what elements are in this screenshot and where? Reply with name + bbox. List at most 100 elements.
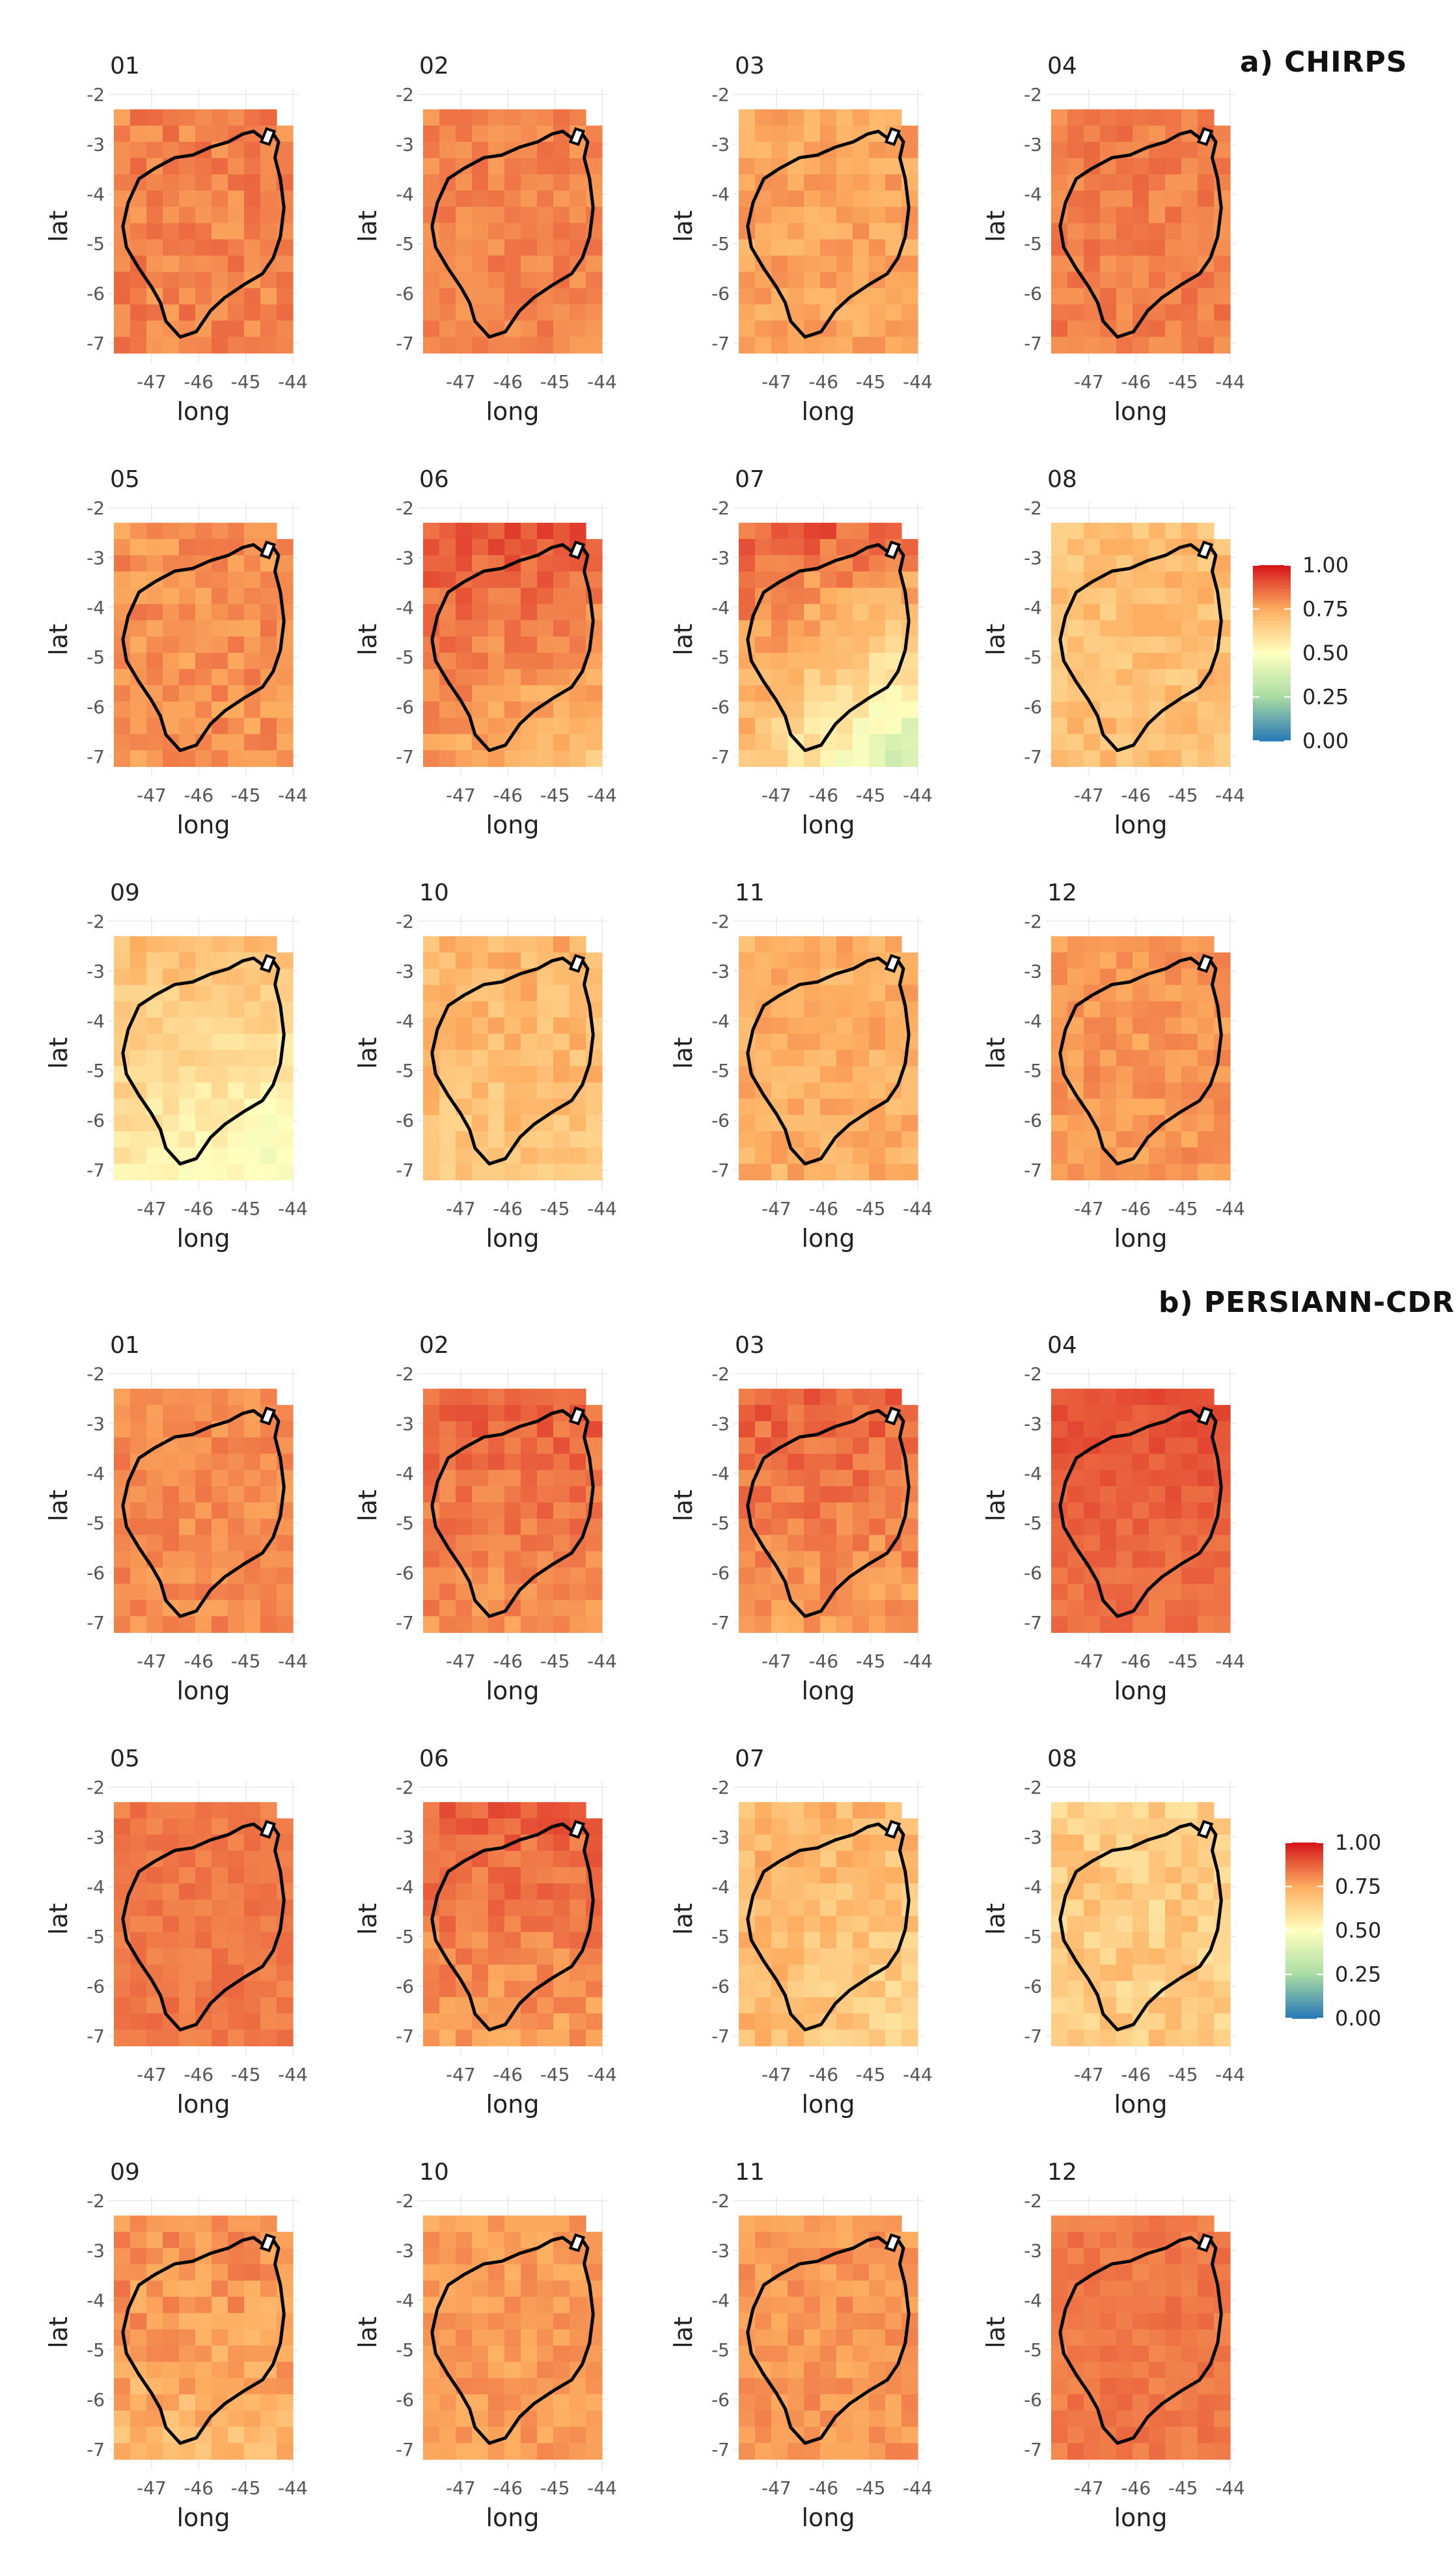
heat-cell bbox=[869, 2029, 886, 2046]
y-tick-label: -4 bbox=[87, 1010, 105, 1032]
heat-cell bbox=[472, 1115, 489, 1132]
heat-cell bbox=[739, 1082, 756, 1100]
heat-cell bbox=[488, 2394, 505, 2412]
heat-cell bbox=[755, 2231, 772, 2249]
heat-cell bbox=[853, 1163, 870, 1180]
heat-cell bbox=[739, 1437, 756, 1454]
heat-cell bbox=[537, 304, 554, 322]
heat-cell bbox=[820, 2361, 837, 2379]
heat-cell bbox=[788, 1567, 804, 1585]
heat-cell bbox=[820, 1850, 837, 1868]
heat-cell bbox=[130, 206, 147, 224]
colorbar-band bbox=[1253, 732, 1291, 736]
heat-cell bbox=[1116, 1017, 1133, 1035]
heat-cell bbox=[1214, 952, 1231, 969]
heat-cell bbox=[456, 750, 473, 767]
heat-cell bbox=[1181, 1453, 1198, 1471]
y-tick-label: -5 bbox=[711, 1926, 730, 1947]
heat-cell bbox=[1181, 2410, 1198, 2428]
heat-cell bbox=[771, 1883, 788, 1900]
y-tick-label: -3 bbox=[1024, 1826, 1042, 1848]
x-tick-label: -47 bbox=[1074, 2064, 1104, 2085]
heat-cell bbox=[771, 1050, 788, 1067]
y-tick-label: -7 bbox=[396, 2439, 414, 2460]
heat-cell bbox=[771, 255, 788, 273]
heat-cell bbox=[739, 158, 756, 175]
colorbar-band bbox=[1253, 656, 1291, 660]
heat-cell bbox=[1100, 2345, 1117, 2363]
heat-cell bbox=[788, 1518, 804, 1536]
estuary-mark bbox=[568, 1820, 586, 1839]
colorbar-band bbox=[1253, 650, 1291, 654]
heat-cell bbox=[1198, 2443, 1215, 2460]
heat-cell bbox=[1133, 936, 1149, 953]
estuary-mark bbox=[259, 1406, 277, 1426]
heat-cell bbox=[114, 1600, 131, 1617]
colorbar-band bbox=[1285, 1980, 1323, 1984]
heat-cell bbox=[853, 984, 870, 1002]
heat-cell bbox=[195, 750, 212, 767]
heat-cell bbox=[195, 1567, 212, 1585]
heat-cell bbox=[244, 1001, 261, 1018]
heat-cell bbox=[1051, 1850, 1068, 1868]
heat-cell bbox=[439, 1583, 456, 1601]
heat-cell bbox=[521, 1600, 538, 1617]
heat-cell bbox=[244, 1147, 261, 1164]
heat-cell bbox=[179, 1948, 196, 1966]
heat-cell bbox=[739, 936, 756, 953]
heat-cell bbox=[1067, 1437, 1084, 1454]
heat-cell bbox=[1149, 2215, 1166, 2233]
heat-cell bbox=[146, 223, 163, 240]
heat-cell bbox=[1100, 620, 1117, 637]
heat-cell bbox=[1165, 1147, 1182, 1164]
heat-cell bbox=[456, 1932, 473, 1949]
heat-cell bbox=[885, 1883, 902, 1900]
heat-cell bbox=[553, 604, 570, 621]
heat-cell bbox=[1214, 701, 1231, 719]
heat-cell bbox=[570, 2329, 586, 2346]
heat-cell bbox=[804, 571, 821, 589]
heat-cell bbox=[472, 2280, 489, 2298]
heat-cell bbox=[836, 984, 853, 1002]
heat-cell bbox=[901, 669, 918, 686]
heat-cell bbox=[472, 141, 489, 159]
heat-cell bbox=[885, 2029, 902, 2046]
heat-cell bbox=[179, 2443, 196, 2460]
y-tick-label: -6 bbox=[87, 1976, 105, 1997]
heat-cell bbox=[1149, 620, 1166, 637]
heat-cell bbox=[179, 1583, 196, 1601]
heat-cell bbox=[853, 1616, 870, 1633]
month-label: 12 bbox=[1047, 2159, 1077, 2186]
heat-cell bbox=[836, 1066, 853, 1083]
heat-cell bbox=[179, 936, 196, 953]
colorbar-band bbox=[1285, 1954, 1323, 1958]
heat-cell bbox=[1198, 1867, 1215, 1884]
heat-cell bbox=[553, 174, 570, 191]
y-tick-label: -5 bbox=[1024, 233, 1042, 255]
heat-cell bbox=[570, 1583, 586, 1601]
heat-cell bbox=[472, 1098, 489, 1116]
heat-cell bbox=[755, 1932, 772, 1949]
heat-cell bbox=[1084, 555, 1101, 572]
heat-cell bbox=[804, 936, 821, 953]
heat-cell bbox=[146, 2329, 163, 2346]
heat-cell bbox=[1165, 1616, 1182, 1633]
heat-cell bbox=[820, 1098, 837, 1116]
heat-cell bbox=[244, 1997, 261, 2014]
heat-cell bbox=[869, 652, 886, 670]
heat-cell bbox=[1084, 1899, 1101, 1917]
heat-cell bbox=[771, 2247, 788, 2265]
heat-cell bbox=[820, 1818, 837, 1835]
heat-cell bbox=[804, 1163, 821, 1180]
colorbar-band bbox=[1253, 644, 1291, 648]
heat-cell bbox=[1198, 223, 1215, 240]
heat-cell bbox=[277, 2443, 294, 2460]
heat-cell bbox=[820, 669, 837, 686]
heat-cell bbox=[179, 2410, 196, 2428]
heat-cell bbox=[163, 1551, 180, 1568]
heat-cell bbox=[1051, 1600, 1068, 1617]
heat-cell bbox=[163, 206, 180, 224]
heat-cell bbox=[439, 1502, 456, 1520]
heat-cell bbox=[820, 2329, 837, 2346]
x-tick-label: -47 bbox=[1074, 371, 1104, 393]
